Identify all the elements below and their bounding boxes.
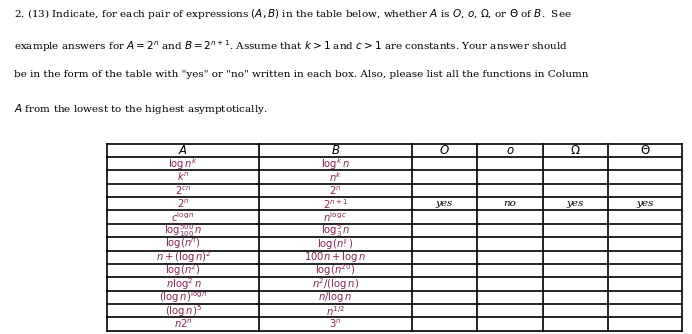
Text: $\log_3^5 n$: $\log_3^5 n$ bbox=[321, 222, 350, 239]
Text: $\Theta$: $\Theta$ bbox=[639, 144, 650, 157]
Text: $(\log n)^{\log n}$: $(\log n)^{\log n}$ bbox=[159, 289, 208, 305]
Text: $n^k$: $n^k$ bbox=[329, 170, 342, 184]
Text: yes: yes bbox=[567, 199, 584, 208]
Text: $3^n$: $3^n$ bbox=[329, 318, 342, 330]
Text: $n^2/(\log n)$: $n^2/(\log n)$ bbox=[312, 276, 359, 292]
Text: $k^n$: $k^n$ bbox=[177, 171, 190, 183]
Text: $2^{cn}$: $2^{cn}$ bbox=[175, 184, 192, 197]
Text: $c^{\log n}$: $c^{\log n}$ bbox=[172, 210, 195, 224]
Text: $\log n^k$: $\log n^k$ bbox=[168, 156, 199, 172]
Text: $\log(n^n)$: $\log(n^n)$ bbox=[165, 236, 201, 251]
Text: $n/\log n$: $n/\log n$ bbox=[318, 290, 353, 304]
Text: $\log^k n$: $\log^k n$ bbox=[321, 156, 350, 172]
Text: $2^n$: $2^n$ bbox=[177, 197, 190, 210]
Text: $n^{1/2}$: $n^{1/2}$ bbox=[326, 304, 345, 318]
Text: $(\log n)^5$: $(\log n)^5$ bbox=[165, 303, 202, 319]
Text: $\log(n^2)$: $\log(n^2)$ bbox=[165, 263, 201, 279]
Text: $\log_{100}^{500} n$: $\log_{100}^{500} n$ bbox=[164, 222, 203, 239]
Text: $n^{\log c}$: $n^{\log c}$ bbox=[323, 210, 348, 224]
Text: $o$: $o$ bbox=[506, 144, 514, 157]
Text: $\Omega$: $\Omega$ bbox=[570, 144, 581, 157]
Text: $n \log^2 n$: $n \log^2 n$ bbox=[165, 276, 201, 292]
Text: 2. (13) Indicate, for each pair of expressions $(A, B)$ in the table below, whet: 2. (13) Indicate, for each pair of expre… bbox=[14, 7, 572, 21]
Text: $A$: $A$ bbox=[179, 144, 188, 157]
Text: $\log(n!)$: $\log(n!)$ bbox=[318, 237, 354, 251]
Text: $n + (\log n)^2$: $n + (\log n)^2$ bbox=[156, 249, 211, 265]
Text: example answers for $A = 2^n$ and $B = 2^{n+1}$. Assume that $k > 1$ and $c > 1$: example answers for $A = 2^n$ and $B = 2… bbox=[14, 38, 567, 54]
Text: $B$: $B$ bbox=[331, 144, 340, 157]
Text: $\log(n^{20})$: $\log(n^{20})$ bbox=[316, 263, 356, 279]
Text: $n2^n$: $n2^n$ bbox=[174, 318, 193, 330]
Text: $O$: $O$ bbox=[439, 144, 450, 157]
Text: $2^{n+1}$: $2^{n+1}$ bbox=[323, 197, 348, 211]
Text: $100n + \log n$: $100n + \log n$ bbox=[304, 250, 367, 264]
Text: $A$ from the lowest to the highest asymptotically.: $A$ from the lowest to the highest asymp… bbox=[14, 102, 268, 116]
Text: yes: yes bbox=[436, 199, 453, 208]
Text: no: no bbox=[504, 199, 516, 208]
Text: $2^n$: $2^n$ bbox=[329, 184, 342, 197]
Text: yes: yes bbox=[636, 199, 653, 208]
Text: be in the form of the table with "yes" or "no" written in each box. Also, please: be in the form of the table with "yes" o… bbox=[14, 70, 588, 79]
